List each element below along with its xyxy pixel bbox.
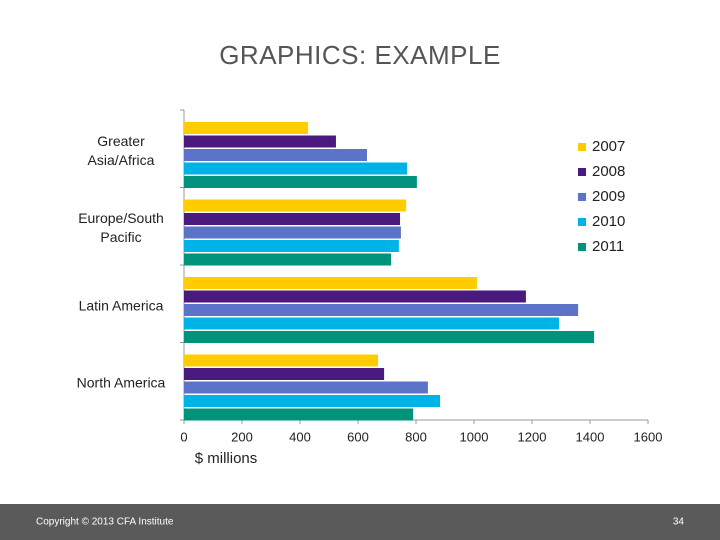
bar — [184, 122, 309, 134]
bar — [184, 162, 408, 175]
x-axis-label: $ millions — [195, 450, 258, 467]
x-tick-label: 200 — [231, 429, 253, 444]
bar — [184, 277, 477, 289]
bar — [184, 213, 401, 225]
x-tick-label: 400 — [289, 429, 311, 444]
legend-swatch — [578, 168, 586, 176]
bar — [184, 226, 401, 239]
footer-bar — [0, 504, 720, 540]
x-tick-label: 1200 — [518, 429, 547, 444]
category-label: Greater Asia/Africa — [87, 132, 155, 168]
category-label: Latin America — [78, 297, 164, 314]
bar — [184, 253, 392, 266]
bar — [184, 290, 526, 303]
x-tick-label: 0 — [180, 429, 187, 444]
bar — [184, 317, 559, 330]
legend-swatch — [578, 143, 586, 151]
bar — [184, 240, 399, 252]
bar — [184, 395, 441, 407]
x-tick-label: 1600 — [634, 429, 663, 444]
legend-label: 2007 — [592, 138, 625, 155]
bar — [184, 176, 417, 188]
legend-label: 2009 — [592, 188, 625, 205]
bar — [184, 408, 414, 421]
category-label: North America — [76, 374, 166, 391]
bar — [184, 381, 428, 394]
chart-title: GRAPHICS: EXAMPLE — [219, 40, 501, 70]
bar — [184, 199, 407, 212]
legend-swatch — [578, 243, 586, 251]
bar — [184, 149, 367, 161]
x-tick-label: 800 — [405, 429, 427, 444]
x-tick-label: 1400 — [576, 429, 605, 444]
legend-label: 2010 — [592, 213, 625, 230]
bar — [184, 354, 379, 367]
category-label: Europe/South Pacific — [78, 210, 164, 246]
bar — [184, 368, 385, 380]
legend-label: 2011 — [592, 238, 624, 255]
legend-swatch — [578, 218, 586, 226]
x-tick-label: 1000 — [460, 429, 489, 444]
legend-label: 2008 — [592, 163, 625, 180]
bar — [184, 304, 579, 316]
bar — [184, 135, 336, 148]
bar — [184, 331, 595, 343]
copyright: Copyright © 2013 CFA Institute — [36, 517, 174, 528]
legend-swatch — [578, 193, 586, 201]
page-number: 34 — [673, 517, 685, 528]
x-tick-label: 600 — [347, 429, 369, 444]
